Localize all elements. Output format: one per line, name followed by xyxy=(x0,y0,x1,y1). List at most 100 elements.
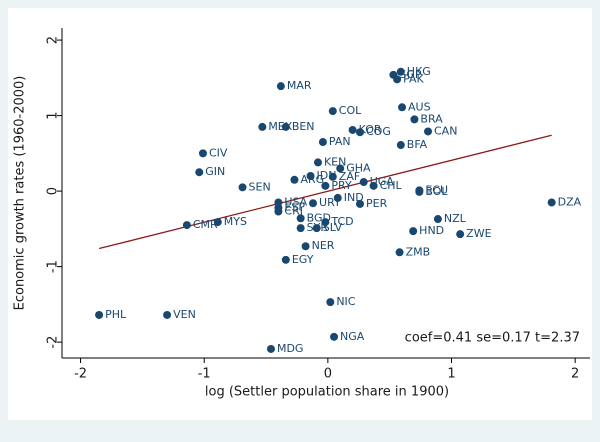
x-tick-label: -1 xyxy=(198,367,211,382)
point-label: COL xyxy=(339,104,362,117)
point-label: KOR xyxy=(359,123,382,136)
point xyxy=(313,158,322,167)
point xyxy=(369,181,378,190)
point xyxy=(309,199,318,208)
point xyxy=(398,103,407,112)
x-tick-label: 2 xyxy=(571,367,579,382)
point-label: ZMB xyxy=(406,245,431,258)
point-label: SGP xyxy=(399,68,422,81)
point xyxy=(333,193,342,202)
point-label: BOL xyxy=(425,185,448,198)
point xyxy=(396,141,405,150)
point xyxy=(395,248,404,257)
point xyxy=(281,122,290,131)
point-label: GIN xyxy=(205,165,225,178)
y-axis-title: Economic growth rates (1960-2000) xyxy=(13,76,28,311)
stats-annotation: coef=0.41 se=0.17 t=2.37 xyxy=(405,331,580,346)
point xyxy=(276,82,285,91)
point xyxy=(359,178,368,187)
point-label: MDG xyxy=(277,342,304,355)
point xyxy=(433,215,442,224)
point xyxy=(393,75,402,84)
point xyxy=(306,172,315,181)
point xyxy=(274,207,283,216)
point xyxy=(198,149,207,158)
y-tick-label: -2 xyxy=(46,336,61,349)
point-label: CHL xyxy=(380,179,403,192)
point xyxy=(456,230,465,239)
point-label: HKG xyxy=(407,65,431,78)
y-tick-label: 1 xyxy=(46,111,61,119)
point xyxy=(356,128,365,137)
point-label: CRI xyxy=(284,205,303,218)
point xyxy=(424,127,433,136)
point-label: MYS xyxy=(224,215,247,228)
y-tick-label: 2 xyxy=(46,36,61,44)
point xyxy=(326,298,335,307)
point-label: PRY xyxy=(331,179,352,192)
point-label: PAK xyxy=(403,72,424,85)
point-label: GHA xyxy=(346,161,371,174)
point-label: HND xyxy=(419,224,444,237)
point-label: BRA xyxy=(420,112,443,125)
point-label: PHL xyxy=(105,308,127,321)
point-label: ESP xyxy=(284,201,305,214)
point xyxy=(258,122,267,131)
point-label: USA xyxy=(284,195,307,208)
point xyxy=(163,310,172,319)
point xyxy=(312,224,321,233)
point-label: TCD xyxy=(330,215,353,228)
point xyxy=(328,172,337,181)
point xyxy=(266,344,275,353)
x-axis-title: log (Settler population share in 1900) xyxy=(205,385,449,400)
point xyxy=(415,187,424,196)
point-label: COG xyxy=(366,125,391,138)
point-label: PAN xyxy=(329,135,351,148)
point-label: CAN xyxy=(434,124,457,137)
point-label: BFA xyxy=(407,138,428,151)
point xyxy=(330,332,339,341)
point xyxy=(356,199,365,208)
point xyxy=(301,242,310,251)
point xyxy=(95,310,104,319)
point xyxy=(318,138,327,147)
point-label: VEN xyxy=(173,308,196,321)
point xyxy=(195,168,204,177)
point-label: NER xyxy=(312,239,335,252)
point-label: EGY xyxy=(292,253,314,266)
point-label: AUS xyxy=(408,100,431,113)
point xyxy=(321,218,330,227)
point-label: MAR xyxy=(287,79,312,92)
point-label: CMR xyxy=(193,218,218,231)
point-label: PER xyxy=(366,197,388,210)
point xyxy=(328,107,337,116)
fit-line xyxy=(98,134,552,250)
point xyxy=(296,214,305,223)
x-tick-label: 0 xyxy=(324,367,332,382)
point xyxy=(238,183,247,192)
x-tick-label: 1 xyxy=(447,367,455,382)
point xyxy=(409,227,418,236)
point xyxy=(213,218,222,227)
point xyxy=(336,164,345,173)
point-label: ZAF xyxy=(339,170,360,183)
point xyxy=(348,125,357,134)
point xyxy=(321,181,330,190)
point-label: BEN xyxy=(292,120,315,133)
point-label: CIV xyxy=(209,146,228,159)
point xyxy=(396,67,405,76)
point-label: SEN xyxy=(249,180,271,193)
y-tick-label: 0 xyxy=(46,187,61,195)
point-label: ECU xyxy=(425,183,448,196)
point xyxy=(547,198,556,207)
point-label: ARG xyxy=(300,173,324,186)
point xyxy=(182,221,191,230)
point-label: ZWE xyxy=(466,227,491,240)
point xyxy=(410,115,419,124)
point xyxy=(281,255,290,264)
point-label: NIC xyxy=(336,295,355,308)
point xyxy=(290,175,299,184)
point-label: DZA xyxy=(558,195,582,208)
x-tick-label: -2 xyxy=(74,367,87,382)
